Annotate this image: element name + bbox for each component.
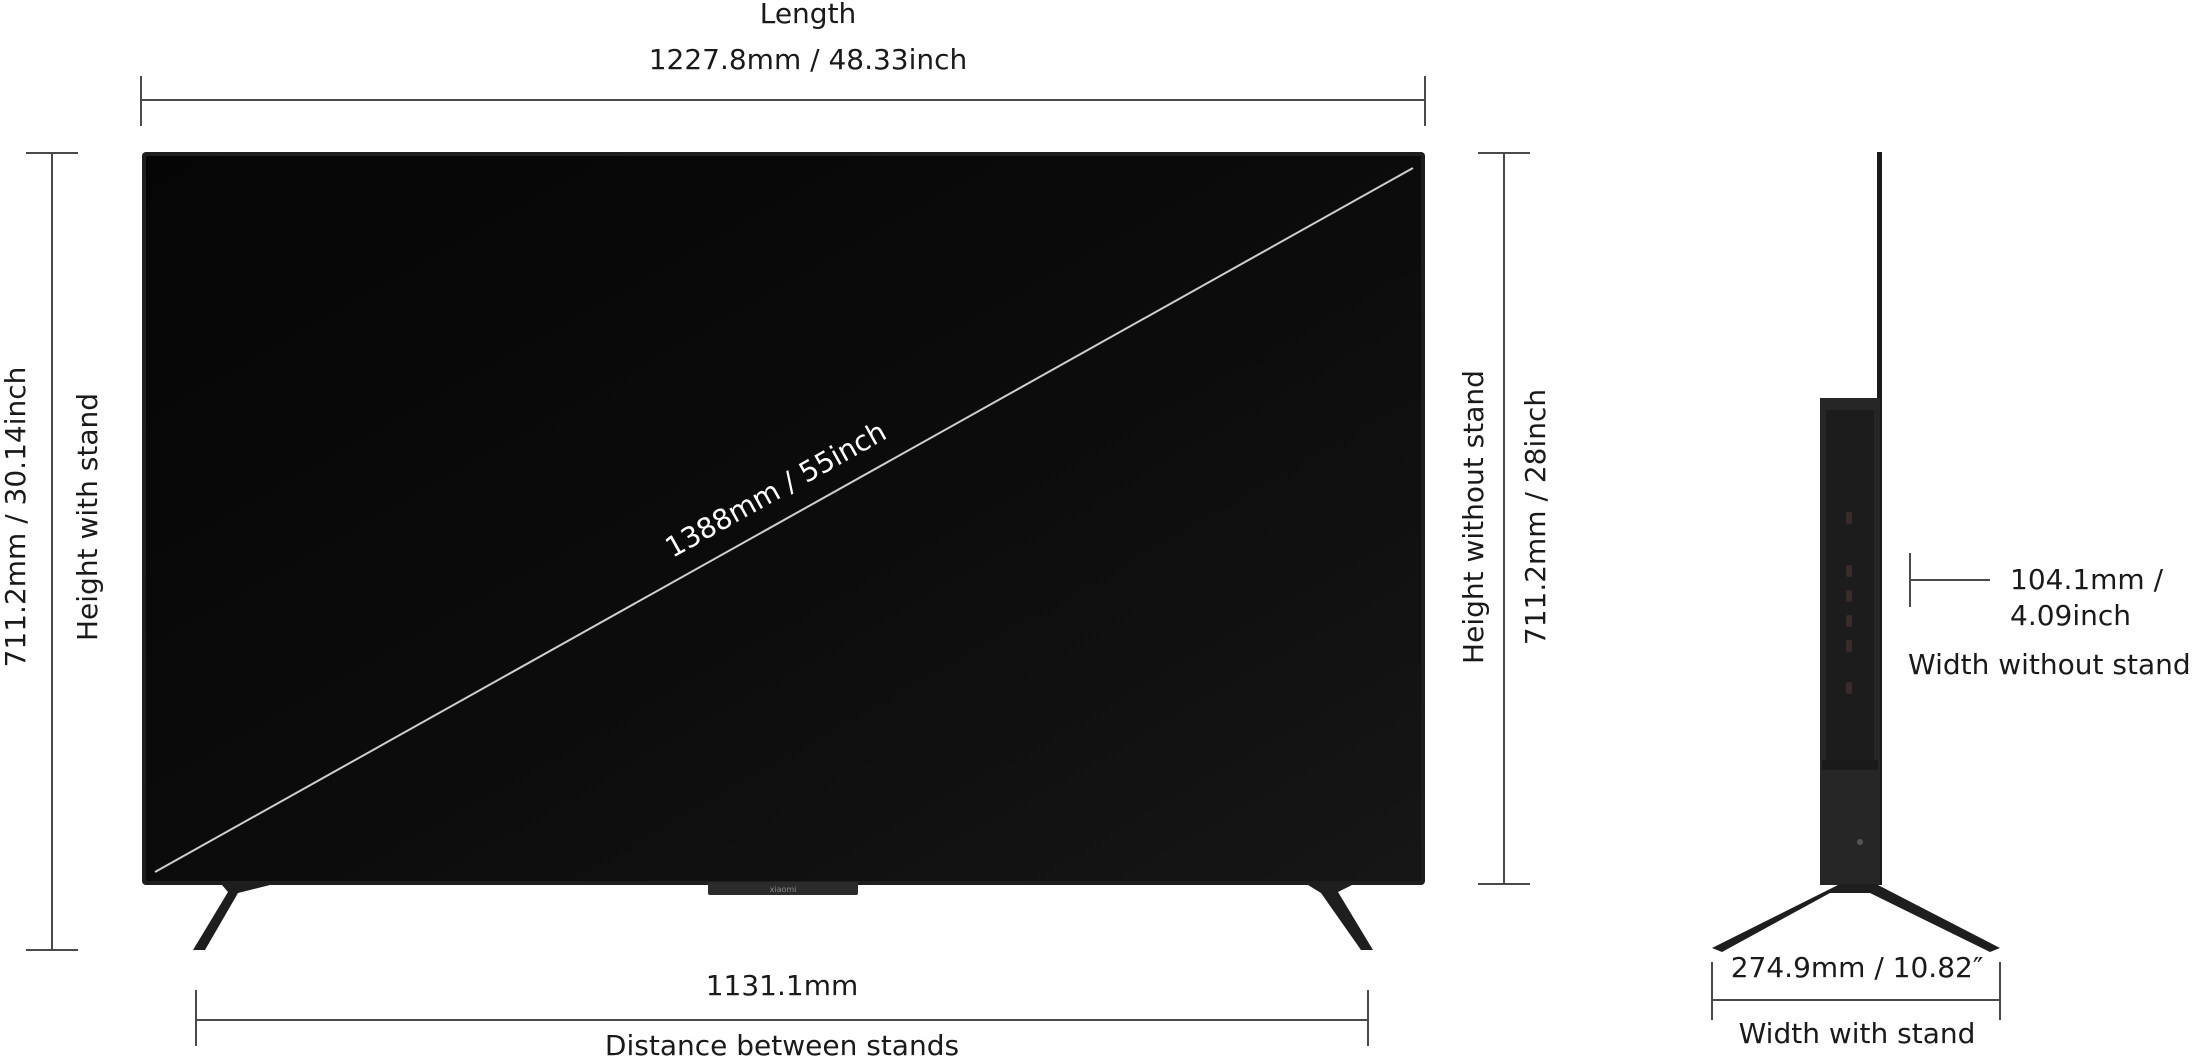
height-without-stand-value: 711.2mm / 28inch: [1519, 388, 1552, 646]
stand-distance-title: Distance between stands: [604, 1029, 960, 1062]
height-without-stand-dimension-line: [1478, 152, 1530, 885]
width-with-stand-dimension-line: [1711, 962, 2001, 1020]
width-with-stand-value: 274.9mm / 10.82″: [1730, 951, 1984, 984]
tv-side-view: [1712, 152, 2000, 952]
height-with-stand-value: 711.2mm / 30.14inch: [0, 366, 32, 668]
tv-brand-logo: xiaomi: [770, 885, 797, 894]
width-without-stand-value-line2: 4.09inch: [2010, 599, 2132, 632]
width-with-stand-title: Width with stand: [1738, 1017, 1976, 1050]
side-stand: [1712, 884, 2000, 952]
height-with-stand-dimension-line: [26, 152, 78, 951]
tv-front-view: xiaomi: [142, 152, 1425, 950]
diagonal-line: [154, 167, 1414, 873]
length-dimension-line: [140, 76, 1426, 126]
tv-screen: [146, 156, 1421, 881]
width-without-stand-value-line1: 104.1mm /: [2010, 563, 2164, 596]
height-without-stand-title: Height without stand: [1457, 370, 1490, 664]
width-without-stand-marker: [1909, 553, 1990, 607]
width-without-stand-title: Width without stand: [1908, 648, 2191, 681]
tv-logo-bar: [708, 882, 858, 895]
length-value: 1227.8mm / 48.33inch: [648, 43, 968, 76]
tv-right-stand: [1308, 885, 1373, 950]
stand-distance-value: 1131.1mm: [705, 969, 859, 1002]
height-with-stand-title: Height with stand: [71, 392, 104, 642]
tv-left-stand: [193, 885, 270, 950]
length-title: Length: [759, 0, 857, 30]
stand-distance-dimension-line: [195, 990, 1369, 1046]
